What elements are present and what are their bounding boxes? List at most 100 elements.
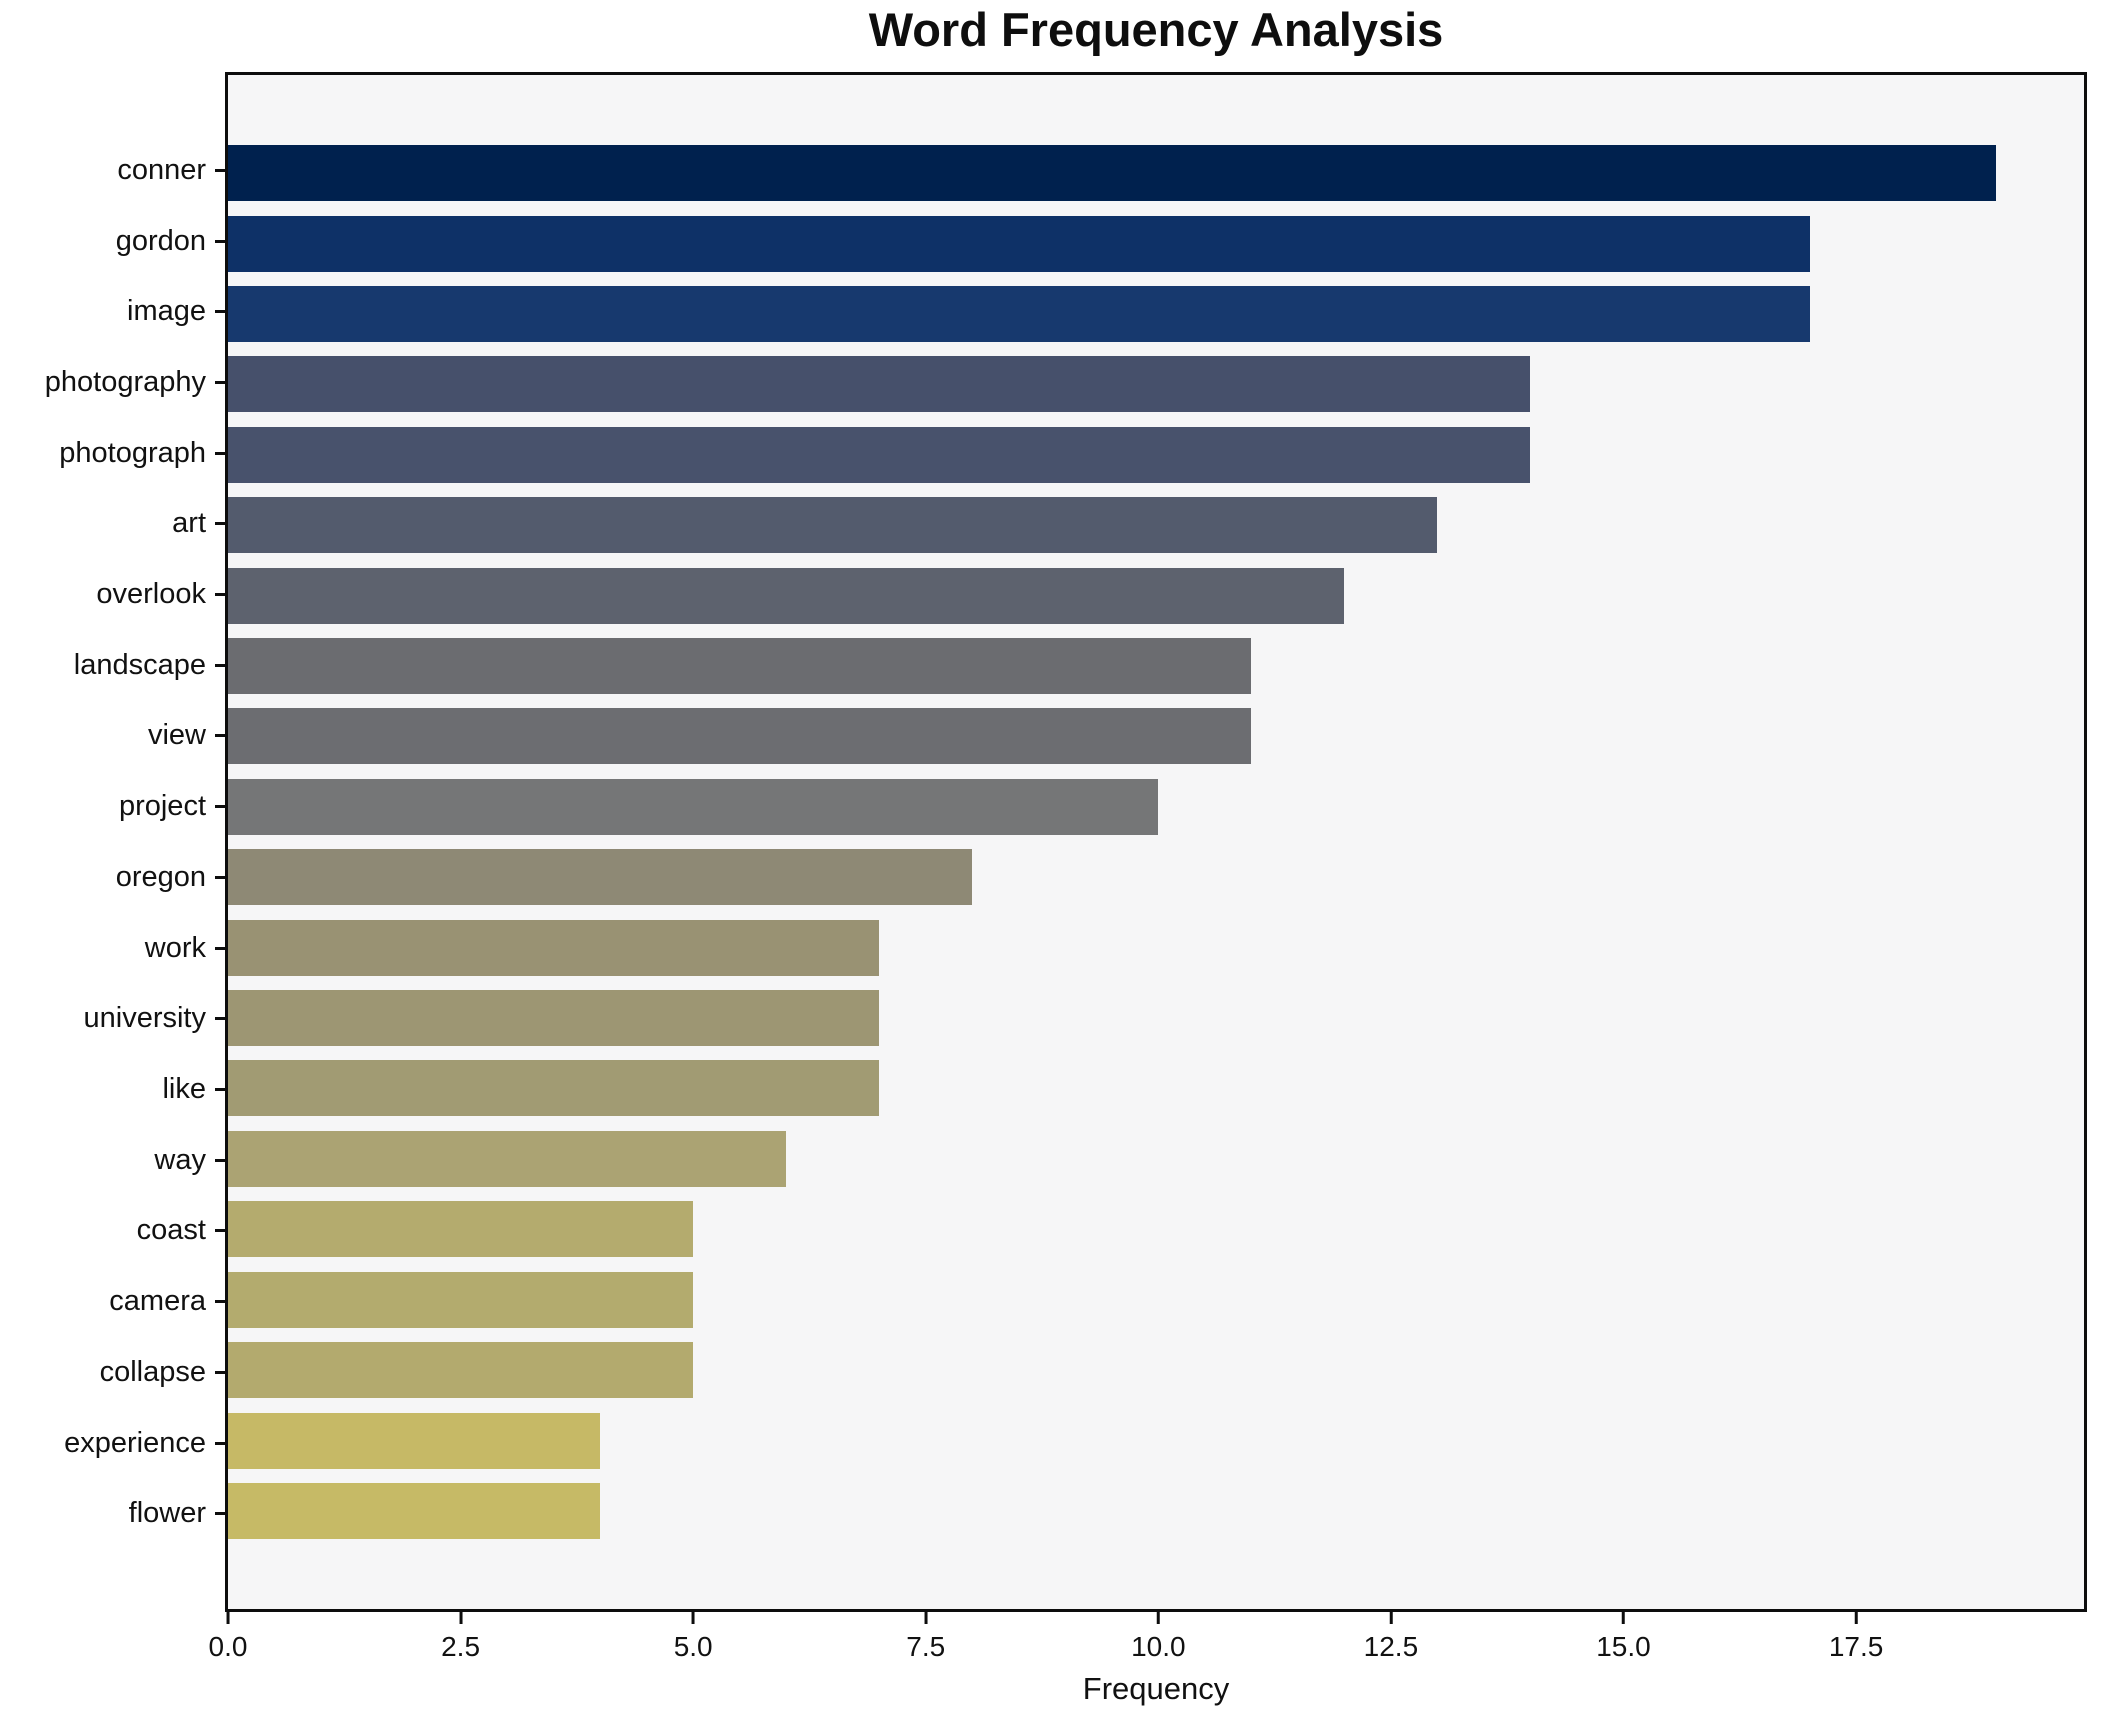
bar-row bbox=[228, 138, 2084, 208]
x-tick-label: 15.0 bbox=[1596, 1631, 1651, 1662]
x-tick-17.5: 17.5 bbox=[1828, 1612, 1884, 1663]
bar-row bbox=[228, 912, 2084, 982]
x-tick-15.0: 15.0 bbox=[1596, 1612, 1651, 1663]
x-tick-7.5: 7.5 bbox=[906, 1612, 945, 1663]
x-tick-mark bbox=[924, 1612, 928, 1624]
x-tick-mark bbox=[1389, 1612, 1393, 1624]
bar-art bbox=[228, 497, 1438, 554]
bar-row bbox=[228, 1124, 2084, 1194]
bar-row bbox=[228, 208, 2084, 278]
y-tick-row: collapse bbox=[0, 1337, 225, 1408]
y-tick-mark bbox=[215, 451, 225, 455]
x-tick-mark bbox=[459, 1612, 463, 1624]
bar-conner bbox=[228, 145, 1996, 202]
y-tick-label-landscape: landscape bbox=[73, 648, 206, 681]
x-tick-mark bbox=[1854, 1612, 1858, 1624]
bar-row bbox=[228, 1265, 2084, 1335]
x-tick-mark bbox=[1156, 1612, 1160, 1624]
bar-row bbox=[228, 842, 2084, 912]
y-tick-row: image bbox=[0, 276, 225, 347]
y-tick-mark bbox=[215, 380, 225, 384]
bar-row bbox=[228, 631, 2084, 701]
y-tick-row: coast bbox=[0, 1196, 225, 1267]
y-tick-mark bbox=[215, 239, 225, 243]
bar-row bbox=[228, 1476, 2084, 1546]
y-tick-mark bbox=[215, 1441, 225, 1445]
x-tick-label: 2.5 bbox=[441, 1631, 481, 1662]
y-tick-label-image: image bbox=[127, 295, 206, 328]
bar-row bbox=[228, 1335, 2084, 1405]
y-tick-row: gordon bbox=[0, 206, 225, 277]
y-tick-row: like bbox=[0, 1054, 225, 1125]
x-tick-label: 7.5 bbox=[906, 1631, 946, 1662]
y-tick-label-way: way bbox=[154, 1143, 206, 1176]
chart-title: Word Frequency Analysis bbox=[868, 3, 1444, 56]
x-tick-mark bbox=[226, 1612, 230, 1624]
bar-photograph bbox=[228, 426, 1531, 483]
bar-row bbox=[228, 1405, 2084, 1475]
x-tick-2.5: 2.5 bbox=[441, 1612, 480, 1663]
x-tick-mark bbox=[691, 1612, 695, 1624]
y-tick-row: flower bbox=[0, 1478, 225, 1549]
bar-like bbox=[228, 1060, 880, 1117]
x-tick-label: 12.5 bbox=[1363, 1631, 1419, 1662]
bar-row bbox=[228, 349, 2084, 419]
bar-row bbox=[228, 701, 2084, 771]
y-tick-label-work: work bbox=[144, 931, 206, 964]
y-tick-label-coast: coast bbox=[136, 1214, 206, 1247]
x-tick-label: 0.0 bbox=[208, 1631, 248, 1662]
y-tick-row: art bbox=[0, 489, 225, 560]
y-tick-label-view: view bbox=[147, 719, 206, 752]
bar-flower bbox=[228, 1482, 601, 1539]
y-tick-label-photography: photography bbox=[44, 365, 206, 398]
y-tick-row: experience bbox=[0, 1408, 225, 1479]
y-tick-label-experience: experience bbox=[64, 1426, 206, 1459]
y-tick-row: way bbox=[0, 1125, 225, 1196]
y-tick-mark bbox=[215, 875, 225, 879]
bar-row bbox=[228, 983, 2084, 1053]
y-tick-label-conner: conner bbox=[117, 153, 206, 186]
bar-landscape bbox=[228, 638, 1252, 695]
y-tick-row: work bbox=[0, 913, 225, 984]
y-tick-mark bbox=[215, 734, 225, 738]
y-tick-row: camera bbox=[0, 1266, 225, 1337]
y-tick-label-like: like bbox=[162, 1072, 206, 1105]
y-tick-row: project bbox=[0, 771, 225, 842]
bar-photography bbox=[228, 356, 1531, 413]
y-tick-row: photography bbox=[0, 347, 225, 418]
bar-row bbox=[228, 1053, 2084, 1123]
bar-work bbox=[228, 919, 880, 976]
bar-row bbox=[228, 420, 2084, 490]
y-tick-row: oregon bbox=[0, 842, 225, 913]
y-tick-label-gordon: gordon bbox=[115, 224, 206, 257]
y-tick-mark bbox=[215, 1158, 225, 1162]
x-tick-label: 17.5 bbox=[1828, 1631, 1884, 1662]
bar-camera bbox=[228, 1271, 694, 1328]
bar-oregon bbox=[228, 849, 973, 906]
y-tick-mark bbox=[215, 1300, 225, 1304]
bar-view bbox=[228, 708, 1252, 765]
bar-row bbox=[228, 772, 2084, 842]
y-tick-label-overlook: overlook bbox=[96, 578, 206, 611]
y-axis: conner gordon image photography photograph ar… bbox=[0, 72, 225, 1612]
y-tick-row: conner bbox=[0, 135, 225, 206]
y-tick-mark bbox=[215, 946, 225, 950]
y-tick-mark bbox=[215, 593, 225, 597]
y-tick-mark bbox=[215, 663, 225, 667]
bar-collapse bbox=[228, 1342, 694, 1399]
bar-gordon bbox=[228, 215, 1810, 272]
y-tick-mark bbox=[215, 310, 225, 314]
y-tick-mark bbox=[215, 1229, 225, 1233]
y-tick-row: university bbox=[0, 983, 225, 1054]
bar-coast bbox=[228, 1201, 694, 1258]
y-tick-row: landscape bbox=[0, 630, 225, 701]
bar-experience bbox=[228, 1412, 601, 1469]
x-tick-5.0: 5.0 bbox=[674, 1612, 713, 1663]
y-tick-label-oregon: oregon bbox=[115, 860, 206, 893]
y-tick-label-university: university bbox=[83, 1002, 207, 1035]
y-tick-mark bbox=[215, 168, 225, 172]
x-tick-label: 10.0 bbox=[1131, 1631, 1186, 1662]
bars-container bbox=[228, 75, 2084, 1609]
y-tick-label-collapse: collapse bbox=[99, 1355, 206, 1388]
